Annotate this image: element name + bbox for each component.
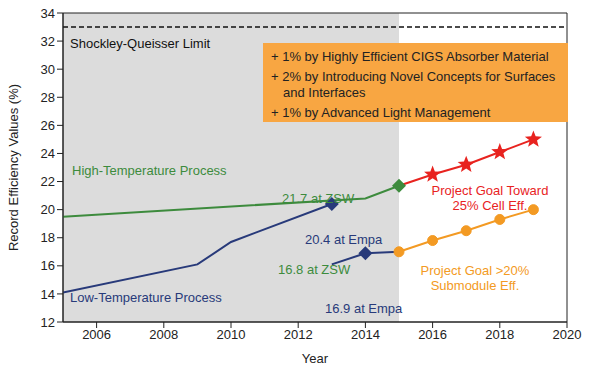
svg-text:Year: Year: [302, 351, 329, 366]
svg-text:30: 30: [41, 62, 55, 77]
svg-text:22: 22: [41, 174, 55, 189]
svg-text:Record Efficiency Values (%): Record Efficiency Values (%): [8, 84, 21, 251]
svg-text:32: 32: [41, 34, 55, 49]
html-text:Shockley-Queisser Limit: Shockley-Queisser Limit: [70, 36, 211, 51]
svg-text:28: 28: [41, 90, 55, 105]
html-text:Project Goal Toward 25% Cell E: Project Goal Toward 25% Cell Eff.: [431, 183, 549, 213]
svg-text:2018: 2018: [485, 327, 514, 342]
svg-text:20: 20: [41, 202, 55, 217]
svg-text:2008: 2008: [149, 327, 178, 342]
svg-text:2014: 2014: [351, 327, 380, 342]
svg-text:2020: 2020: [553, 327, 582, 342]
html-text:Low-Temperature Process: Low-Temperature Process: [70, 290, 222, 305]
svg-text:24: 24: [41, 146, 55, 161]
html-text:Project Goal >20% Submodule Ef: Project Goal >20% Submodule Eff.: [420, 263, 530, 293]
html-text:20.4 at Empa: 20.4 at Empa: [305, 232, 383, 247]
svg-text:26: 26: [41, 118, 55, 133]
svg-text:34: 34: [41, 6, 55, 21]
html-text:High-Temperature Process: High-Temperature Process: [72, 163, 227, 178]
svg-text:2006: 2006: [82, 327, 111, 342]
svg-text:16: 16: [41, 258, 55, 273]
html-text:+ 1% by Highly Efficient CIGS: + 1% by Highly Efficient CIGS Absorber M…: [271, 49, 549, 64]
html-text:+ 1% by Advanced Light Managem: + 1% by Advanced Light Management: [271, 105, 491, 120]
svg-text:2012: 2012: [284, 327, 313, 342]
svg-text:12: 12: [41, 315, 55, 330]
html-text:21.7 at ZSW: 21.7 at ZSW: [282, 191, 355, 206]
svg-text:18: 18: [41, 230, 55, 245]
svg-text:2010: 2010: [217, 327, 246, 342]
html-text:16.9 at Empa: 16.9 at Empa: [325, 301, 403, 316]
html-text:16.8 at ZSW: 16.8 at ZSW: [278, 262, 351, 277]
svg-text:14: 14: [41, 287, 55, 302]
html-text:+ 2% by Introducing Novel Conc: + 2% by Introducing Novel Concepts for S…: [271, 69, 556, 100]
svg-text:2016: 2016: [418, 327, 447, 342]
